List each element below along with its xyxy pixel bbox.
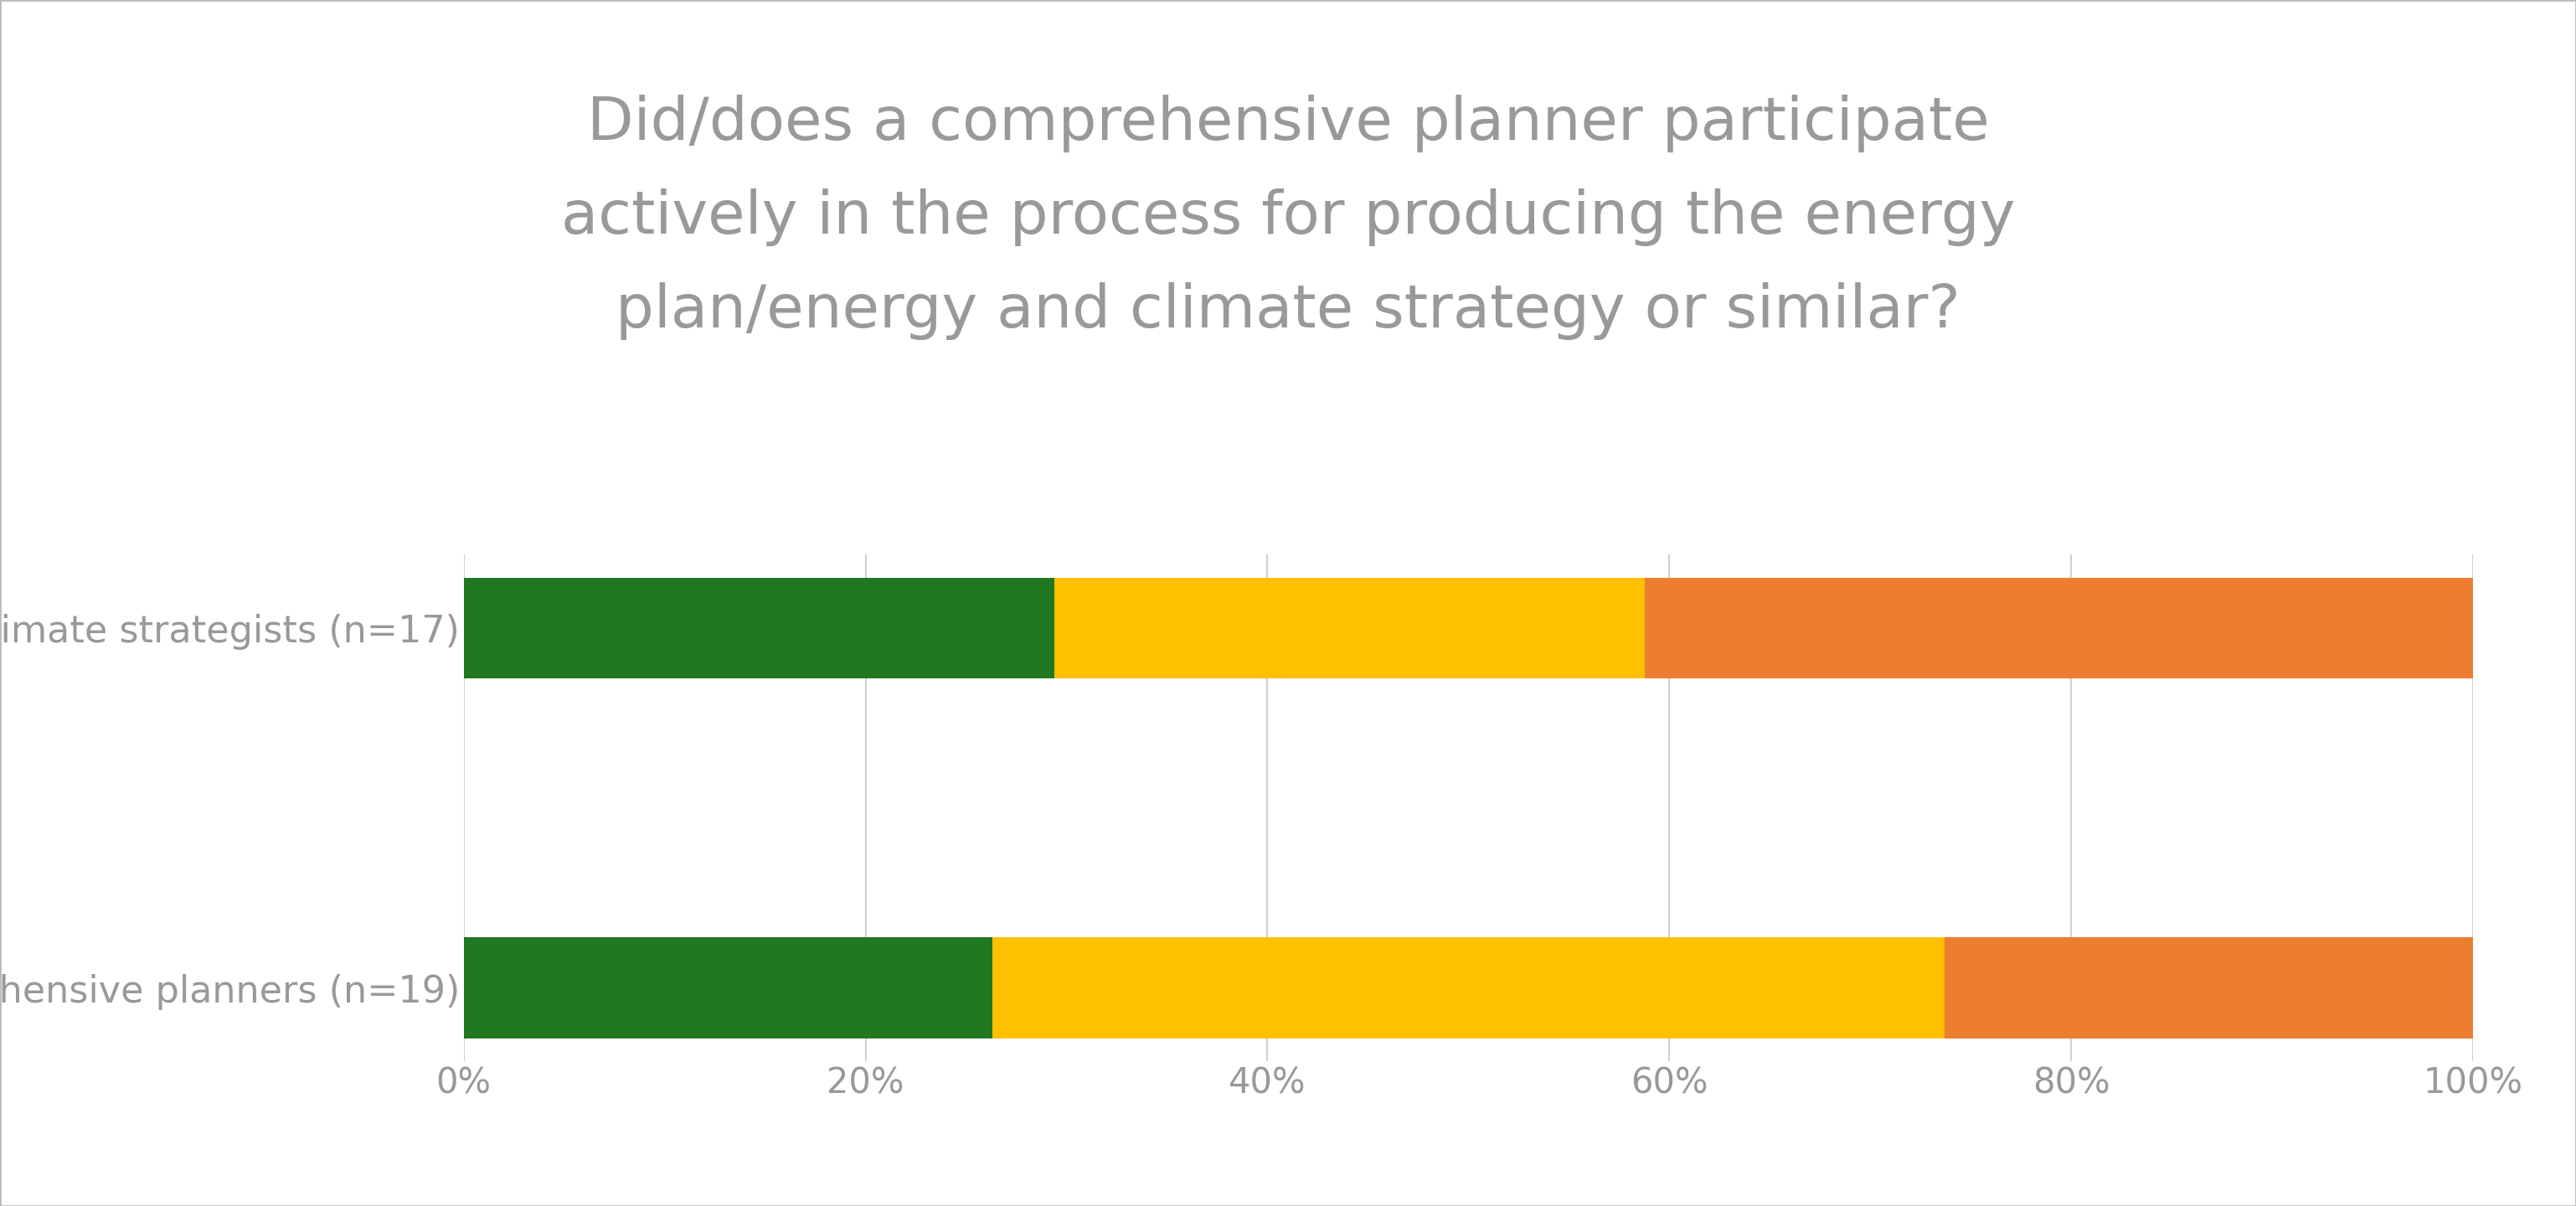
Bar [1945, 937, 2473, 1038]
Text: Did/does a comprehensive planner participate
actively in the process for produci: Did/does a comprehensive planner partici… [562, 94, 2014, 340]
Bar [992, 937, 1945, 1038]
Bar [464, 937, 992, 1038]
Bar [1646, 578, 2473, 679]
Bar [464, 578, 1054, 679]
Bar [1054, 578, 1646, 679]
